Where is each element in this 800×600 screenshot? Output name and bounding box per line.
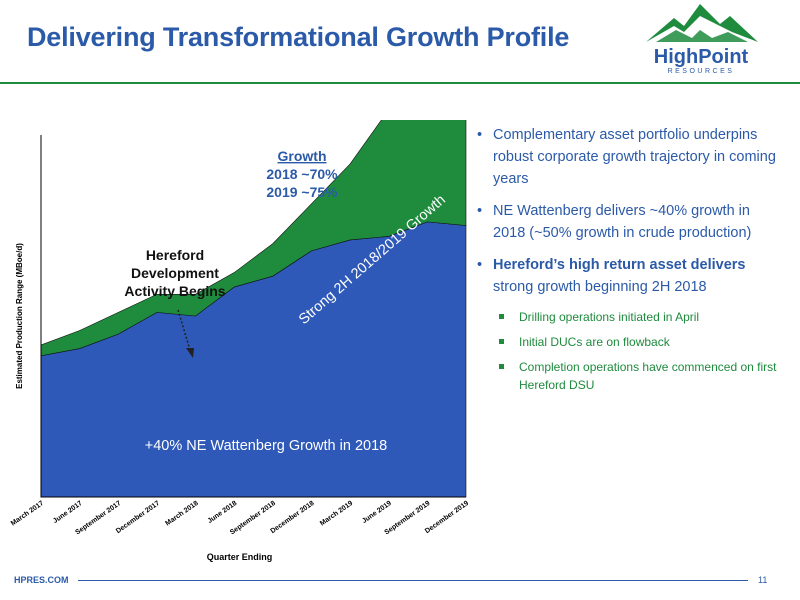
y-axis-label: Estimated Production Range (MBoe/d) (15, 243, 24, 389)
production-chart: Estimated Production Range (MBoe/d) Quar… (10, 120, 470, 562)
sub-bullet-3: Completion operations have commenced on … (493, 358, 786, 394)
area-series-2 (40, 120, 467, 357)
slide-title: Delivering Transformational Growth Profi… (27, 22, 570, 52)
logo-subtitle: RESOURCES (667, 68, 735, 75)
sub-bullet-1-text: Drilling operations initiated in April (519, 310, 700, 324)
x-tick-label: June 2019 (361, 500, 393, 525)
sub-bullet-1: Drilling operations initiated in April (493, 308, 786, 326)
bullet-2: • NE Wattenberg delivers ~40% growth in 2… (477, 203, 752, 241)
growth-2018: 2018 ~70% (266, 166, 338, 182)
hereford-arrow (177, 309, 191, 351)
bullet-2-text: NE Wattenberg delivers ~40% growth in 20… (493, 203, 752, 241)
hereford-line-1: Hereford (146, 247, 204, 263)
x-tick-label: March 2019 (319, 500, 354, 528)
mountain-logo-icon (646, 4, 758, 42)
page-number: 11 (758, 575, 768, 585)
bullet-3-text: strong growth beginning 2H 2018 (493, 279, 707, 295)
hereford-line-3: Activity Begins (124, 283, 225, 299)
footer-divider (78, 580, 748, 581)
company-logo: HighPoint RESOURCES (636, 2, 766, 80)
bullet-1: • Complementary asset portfolio underpins… (477, 127, 776, 187)
hereford-arrow-head (186, 348, 194, 358)
sub-bullet-2: Initial DUCs are on flowback (493, 333, 786, 351)
x-axis-label: Quarter Ending (207, 552, 273, 562)
hereford-line-2: Development (131, 265, 219, 281)
bullet-3-bold: Hereford’s high return asset delivers (493, 257, 746, 273)
footer-url[interactable]: HPRES.COM (14, 575, 69, 585)
x-tick-label: March 2017 (10, 500, 45, 528)
logo-name: HighPoint (653, 46, 749, 68)
bullet-3: • Hereford’s high return asset delivers s… (477, 257, 746, 295)
sub-bullet-2-text: Initial DUCs are on flowback (519, 335, 670, 349)
sub-bullet-3-text: Completion operations have commenced on … (519, 360, 777, 392)
chart-axes (40, 135, 466, 498)
growth-heading: Growth (278, 148, 327, 164)
ne-growth-label: +40% NE Wattenberg Growth in 2018 (145, 438, 387, 454)
x-tick-label: March 2018 (164, 500, 199, 528)
title-divider (0, 82, 800, 84)
x-tick-label: June 2017 (52, 500, 84, 525)
growth-2019: 2019 ~75% (266, 184, 338, 200)
x-tick-label: June 2018 (207, 500, 239, 525)
bullet-1-text: Complementary asset portfolio underpins … (493, 127, 776, 187)
bullet-list: • Complementary asset portfolio underpins… (476, 124, 786, 401)
